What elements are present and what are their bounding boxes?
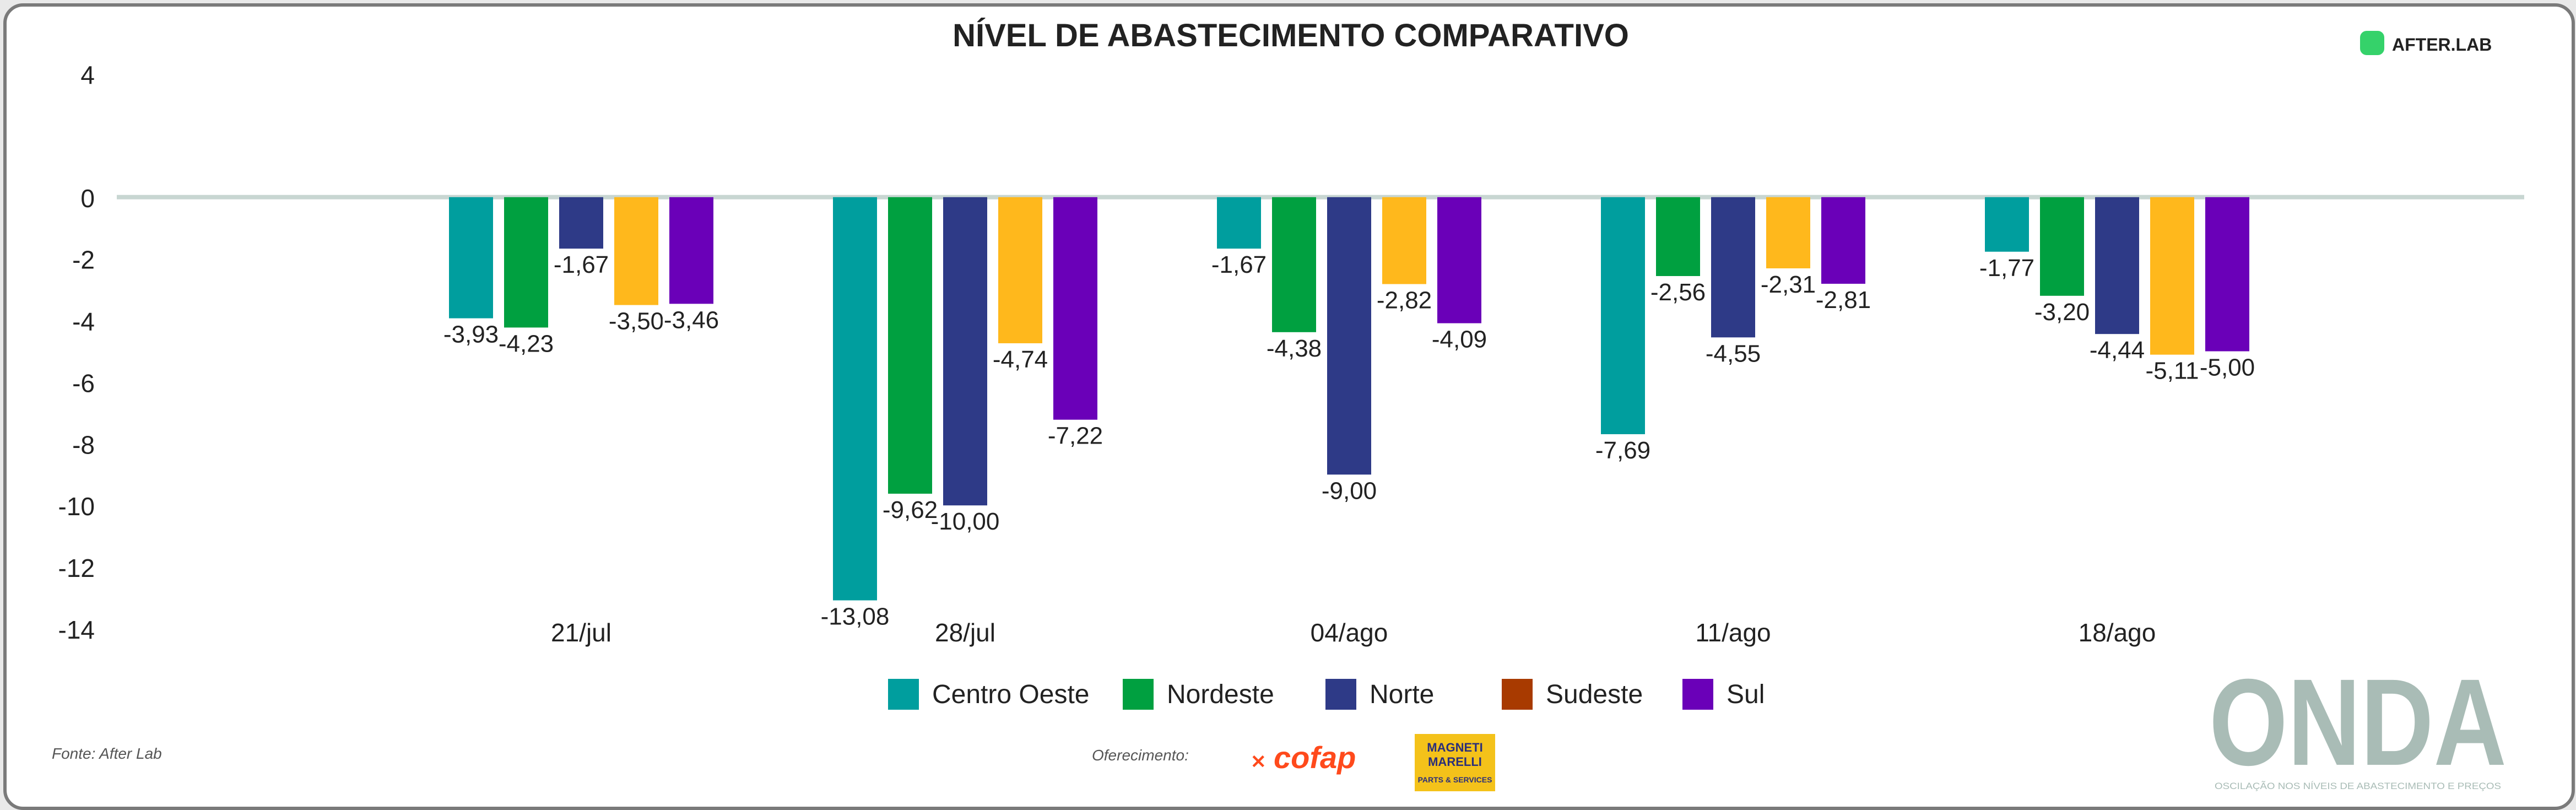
legend-label: Nordeste: [1167, 680, 1274, 709]
bar-norte: [559, 197, 603, 249]
bar-data-label: -2,82: [1377, 287, 1432, 314]
x-tick-label: 28/jul: [935, 618, 995, 647]
x-tick-label: 18/ago: [2079, 618, 2156, 647]
bar-data-label: -3,93: [443, 321, 499, 348]
bar-data-label: -9,62: [883, 496, 938, 523]
bar-data-label: -1,67: [1211, 251, 1267, 278]
source-note: Fonte: After Lab: [52, 745, 162, 762]
chart: NÍVEL DE ABASTECIMENTO COMPARATIVO AFTER…: [52, 18, 2524, 791]
y-tick-label: -6: [72, 369, 95, 397]
chart-title: NÍVEL DE ABASTECIMENTO COMPARATIVO: [953, 18, 1629, 53]
y-tick-label: -2: [72, 246, 95, 274]
bar-sudeste: [1382, 197, 1426, 284]
legend-label: Norte: [1370, 680, 1434, 709]
y-tick-label: -10: [58, 492, 95, 521]
magneti-logo-line2: MARELLI: [1428, 755, 1482, 769]
bar-data-label: -9,00: [1322, 477, 1377, 504]
bar-sudeste: [998, 197, 1042, 343]
chart-frame: NÍVEL DE ABASTECIMENTO COMPARATIVO AFTER…: [3, 3, 2575, 810]
magneti-logo-box: [1415, 734, 1495, 791]
afterlab-logo-mark: [2360, 31, 2384, 55]
bar-centro-oeste: [449, 197, 493, 318]
bar-data-label: -5,00: [2200, 354, 2255, 381]
y-tick-label: -4: [72, 307, 95, 336]
bar-labels: -3,93 -4,23 -1,67 -3,50 -3,46 -13,08 -9,62-10,…: [441, 249, 2257, 632]
bar-data-label: -4,74: [993, 346, 1048, 373]
afterlab-logo: AFTER.LAB: [2360, 31, 2492, 55]
bar-data-label: -13,08: [821, 603, 890, 630]
bar-norte: [2095, 197, 2139, 334]
bar-norte: [1711, 197, 1755, 338]
bar-data-label: -3,20: [2034, 299, 2090, 326]
bar-sul: [1821, 197, 1865, 284]
magneti-marelli-logo: MAGNETI MARELLI PARTS & SERVICES: [1415, 734, 1495, 791]
y-tick-label: -8: [72, 430, 95, 459]
bars: [449, 197, 2249, 601]
onda-logo-subtitle: OSCILAÇÃO NOS NÍVEIS DE ABASTECIMENTO E …: [2215, 781, 2501, 791]
bar-data-label: -4,55: [1706, 340, 1761, 367]
bar-data-label: -3,50: [609, 308, 664, 335]
bar-sudeste: [1766, 197, 1810, 269]
cofap-logo-mark: ✕: [1251, 752, 1267, 773]
x-tick-label: 21/jul: [551, 618, 611, 647]
x-tick-label: 04/ago: [1311, 618, 1388, 647]
bar-centro-oeste: [1985, 197, 2029, 252]
bar-nordeste: [504, 197, 548, 328]
legend-swatch: [1123, 679, 1154, 710]
sponsors-label: Oferecimento:: [1092, 747, 1189, 764]
bar-data-label: -1,67: [554, 251, 609, 278]
bar-sul: [2205, 197, 2249, 352]
bar-data-label: -5,11: [2145, 358, 2199, 385]
bar-data-label: -4,38: [1267, 335, 1322, 362]
bar-sul: [1437, 197, 1481, 323]
bar-nordeste: [888, 197, 932, 494]
y-tick-label: 4: [80, 61, 95, 89]
x-tick-label: 11/ago: [1695, 618, 1771, 647]
bar-nordeste: [2040, 197, 2084, 296]
bar-norte: [1327, 197, 1371, 475]
bar-centro-oeste: [833, 197, 877, 601]
legend-swatch: [888, 679, 919, 710]
bar-sudeste: [614, 197, 658, 305]
bar-data-label: -1,77: [1979, 255, 2034, 282]
bar-data-label: -7,69: [1595, 437, 1650, 464]
magneti-logo-line1: MAGNETI: [1427, 741, 1482, 754]
bar-data-label: -3,46: [664, 306, 719, 333]
bar-data-label: -7,22: [1048, 423, 1103, 450]
bar-data-label: -2,56: [1650, 279, 1706, 306]
y-tick-label: 0: [80, 184, 95, 213]
bar-sul: [669, 197, 713, 304]
bar-data-label: -4,09: [1432, 326, 1487, 353]
legend-swatch: [1325, 679, 1356, 710]
legend-swatch: [1502, 679, 1533, 710]
bar-nordeste: [1272, 197, 1316, 332]
cofap-logo-text: cofap: [1274, 740, 1356, 775]
bar-sudeste: [2150, 197, 2194, 355]
legend: Centro Oeste Nordeste Norte Sudeste Sul: [888, 679, 1765, 710]
x-axis: 21/jul 28/jul 04/ago 11/ago 18/ago: [551, 618, 2156, 647]
onda-logo: ONDA OSCILAÇÃO NOS NÍVEIS DE ABASTECIMEN…: [2209, 654, 2507, 791]
bar-data-label: -4,44: [2090, 337, 2145, 364]
cofap-logo: ✕ cofap: [1251, 740, 1356, 775]
legend-label: Centro Oeste: [932, 680, 1089, 709]
bar-data-label: -10,00: [931, 508, 1000, 535]
legend-swatch: [1682, 679, 1713, 710]
bar-data-label: -2,31: [1761, 271, 1816, 298]
bar-centro-oeste: [1217, 197, 1261, 249]
onda-logo-text: ONDA: [2209, 654, 2507, 791]
bar-sul: [1053, 197, 1097, 420]
y-tick-label: -14: [58, 615, 95, 644]
bar-data-label: -2,81: [1816, 287, 1871, 314]
afterlab-logo-text: AFTER.LAB: [2392, 35, 2492, 55]
bar-data-label: -4,23: [499, 330, 554, 357]
magneti-logo-sub: PARTS & SERVICES: [1418, 775, 1492, 784]
legend-label: Sul: [1727, 680, 1765, 709]
bar-centro-oeste: [1601, 197, 1645, 434]
bar-nordeste: [1656, 197, 1700, 276]
bar-norte: [943, 197, 987, 506]
y-axis: 4 0 -2 -4 -6 -8 -10 -12 -14: [58, 61, 95, 644]
legend-label: Sudeste: [1546, 680, 1643, 709]
y-tick-label: -12: [58, 554, 95, 582]
